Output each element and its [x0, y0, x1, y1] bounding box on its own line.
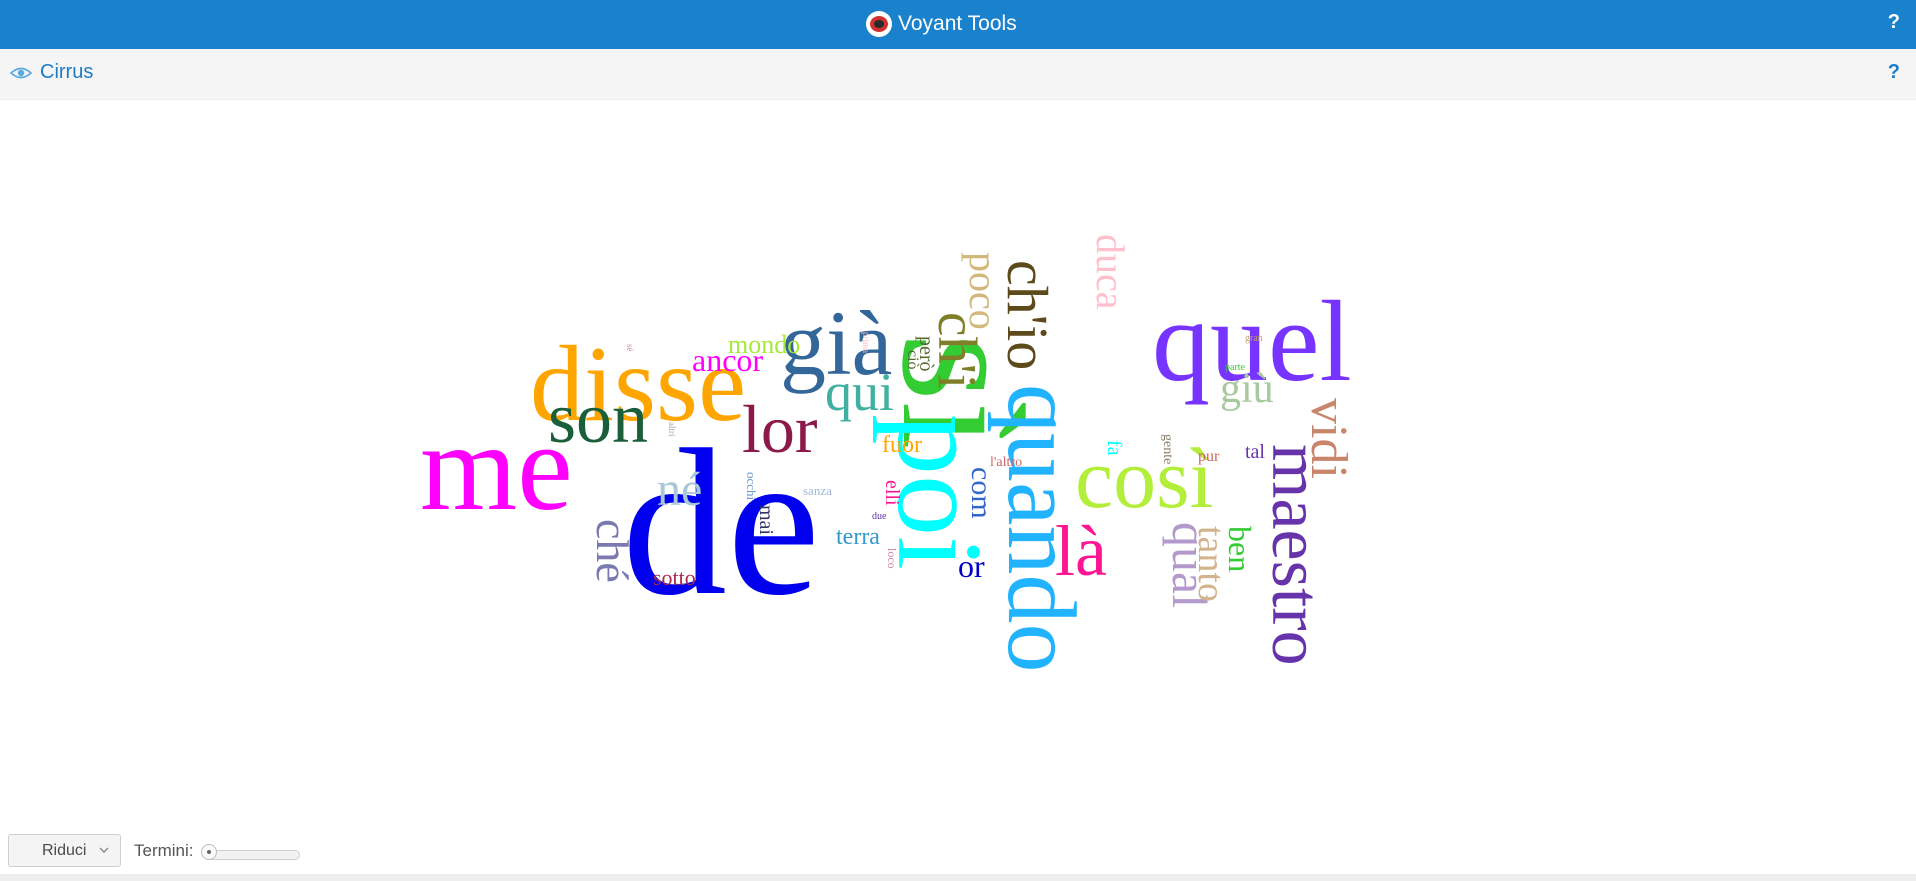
cloud-word[interactable]: quel [1152, 278, 1352, 406]
cloud-word[interactable]: sotto [653, 565, 696, 590]
cloud-word[interactable]: l'altro [990, 455, 1023, 470]
cloud-word[interactable]: vidi [1300, 398, 1357, 479]
cloud-word[interactable]: fa [1103, 440, 1125, 456]
cloud-word[interactable]: son [548, 378, 649, 458]
eye-icon [10, 67, 32, 78]
word-cloud: de sì me disse quel poi quando così maes… [0, 100, 1916, 830]
cloud-word[interactable]: occhi [744, 472, 759, 501]
cloud-word[interactable]: qui [825, 362, 895, 422]
app-title: Voyant Tools [898, 12, 1017, 35]
chevron-down-icon [99, 847, 109, 853]
cloud-word[interactable]: giù [1220, 366, 1274, 412]
cloud-word[interactable]: sanza [803, 483, 832, 498]
cloud-word[interactable]: ben [1222, 526, 1258, 573]
cloud-word[interactable]: gente [1160, 434, 1175, 465]
footer-toolbar: Riduci Termini: [0, 830, 1916, 881]
cloud-word[interactable]: pur [1198, 448, 1220, 465]
cloud-word[interactable]: disse [530, 325, 746, 444]
cloud-word[interactable]: ciò [904, 350, 921, 370]
cloud-word[interactable]: or [958, 548, 985, 584]
cloud-word[interactable]: né [657, 463, 703, 516]
footer-divider [0, 874, 1916, 881]
cloud-word[interactable]: elli [881, 480, 903, 506]
cloud-word[interactable]: due [872, 511, 887, 522]
cloud-word[interactable]: ch'io [995, 260, 1060, 371]
terms-label: Termini: [134, 841, 194, 860]
cloud-word[interactable]: fuor [882, 432, 922, 458]
panel-title-label: Cirrus [40, 61, 94, 83]
cloud-word[interactable]: terra [836, 524, 880, 550]
cloud-word[interactable]: poco [961, 252, 1006, 330]
cloud-word[interactable]: gran [1245, 333, 1263, 344]
app-brand[interactable]: Voyant Tools [866, 9, 1017, 39]
reset-button[interactable]: Riduci [8, 834, 121, 867]
cloud-word[interactable]: sé [625, 344, 635, 352]
cloud-word[interactable]: altri [667, 422, 677, 437]
cloud-word[interactable]: tal [1245, 441, 1265, 463]
cloud-word[interactable]: ché [587, 519, 638, 583]
panel-header: Cirrus ? [0, 49, 1916, 100]
reset-button-label: Riduci [42, 841, 87, 859]
cloud-word[interactable]: loco [885, 548, 899, 569]
terms-slider-thumb[interactable] [201, 844, 217, 860]
cloud-word[interactable]: prima [861, 332, 871, 353]
cloud-word[interactable]: là [1055, 511, 1107, 591]
terms-slider-track[interactable] [206, 850, 300, 860]
app-help-button[interactable]: ? [1887, 11, 1900, 33]
cloud-word[interactable]: lor [742, 391, 818, 467]
cloud-word[interactable]: de [622, 407, 821, 639]
cloud-word[interactable]: me [420, 399, 573, 537]
cloud-word[interactable]: duca [1088, 234, 1133, 310]
cloud-word[interactable]: parte [1225, 362, 1245, 373]
voyant-logo-icon [866, 11, 892, 37]
panel-help-button[interactable]: ? [1887, 61, 1900, 83]
panel-title: Cirrus [10, 61, 93, 84]
cloud-word[interactable]: ancor [692, 342, 764, 378]
app-header: Voyant Tools ? [0, 0, 1916, 49]
cloud-word[interactable]: mondo [728, 330, 801, 359]
cloud-word[interactable]: mai [755, 505, 777, 535]
cloud-word[interactable]: com [965, 467, 998, 519]
cloud-word[interactable]: già [780, 292, 893, 394]
cloud-word[interactable]: così [1075, 430, 1214, 526]
